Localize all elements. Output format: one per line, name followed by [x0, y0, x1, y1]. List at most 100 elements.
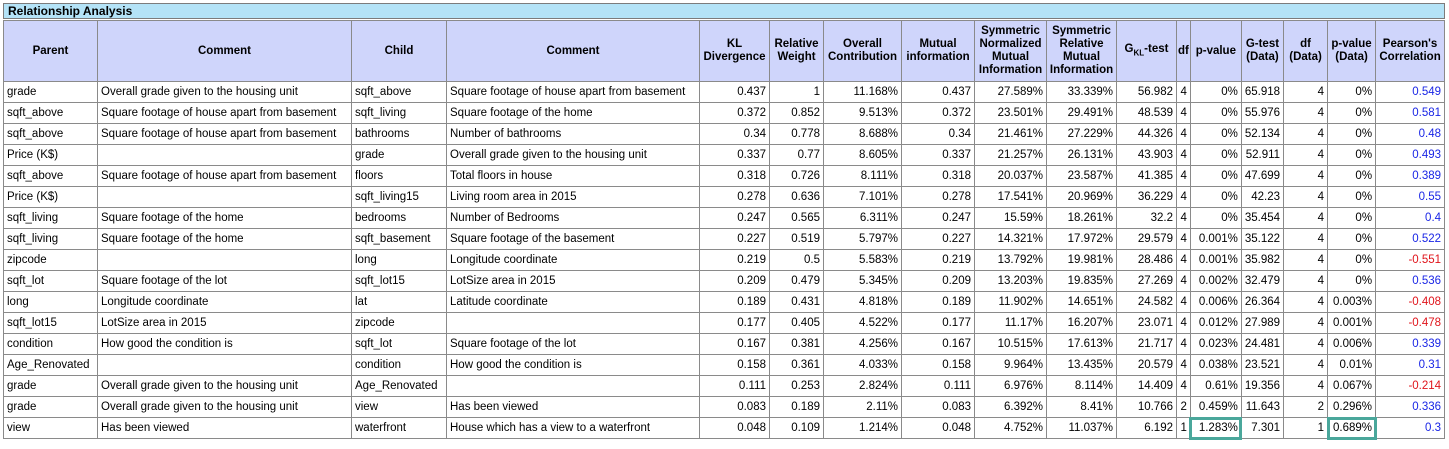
cell-mutual-information[interactable]: 0.372: [901, 102, 975, 124]
cell-gkl-test[interactable]: 36.229: [1116, 186, 1177, 208]
cell-symmetric-normalized-mi[interactable]: 23.501%: [974, 102, 1047, 124]
cell-comment-parent[interactable]: Square footage of house apart from basem…: [97, 102, 352, 124]
cell-df[interactable]: 4: [1176, 123, 1191, 145]
cell-symmetric-normalized-mi[interactable]: 15.59%: [974, 207, 1047, 229]
cell-overall-contribution[interactable]: 4.818%: [823, 291, 902, 313]
cell-df-data[interactable]: 4: [1283, 354, 1329, 376]
cell-comment-child[interactable]: Square footage of the lot: [446, 333, 700, 355]
col-child[interactable]: Child: [351, 20, 447, 82]
cell-comment-child[interactable]: Has been viewed: [446, 396, 700, 418]
table-row[interactable]: sqft_above Square footage of house apart …: [3, 165, 1446, 187]
table-row[interactable]: view Has been viewed waterfront House which…: [3, 416, 1446, 440]
cell-gkl-test[interactable]: 48.539: [1116, 102, 1177, 124]
cell-comment-child[interactable]: Total floors in house: [446, 165, 700, 187]
cell-g-test-data[interactable]: 35.122: [1240, 228, 1285, 250]
cell-parent[interactable]: sqft_above: [3, 123, 98, 145]
cell-p-value-data-highlighted[interactable]: 0.689%: [1326, 416, 1377, 440]
cell-comment-parent[interactable]: Overall grade given to the housing unit: [97, 81, 352, 103]
cell-child[interactable]: bathrooms: [351, 123, 447, 145]
cell-relative-weight[interactable]: 0.519: [769, 228, 824, 250]
cell-gkl-test[interactable]: 23.071: [1116, 312, 1177, 334]
cell-comment-parent[interactable]: [97, 144, 352, 166]
cell-p-value[interactable]: 0.012%: [1189, 312, 1242, 334]
cell-child[interactable]: view: [351, 396, 447, 418]
cell-gkl-test[interactable]: 56.982: [1116, 81, 1177, 103]
cell-symmetric-relative-mi[interactable]: 18.261%: [1046, 207, 1117, 229]
cell-df-data[interactable]: 4: [1283, 270, 1329, 292]
cell-comment-parent[interactable]: [97, 186, 352, 208]
cell-symmetric-normalized-mi[interactable]: 13.203%: [974, 270, 1047, 292]
cell-symmetric-normalized-mi[interactable]: 27.589%: [974, 81, 1047, 103]
cell-symmetric-normalized-mi[interactable]: 9.964%: [974, 354, 1047, 376]
cell-overall-contribution[interactable]: 8.605%: [823, 144, 902, 166]
cell-parent[interactable]: grade: [3, 375, 98, 397]
cell-mutual-information[interactable]: 0.337: [901, 144, 975, 166]
cell-comment-child[interactable]: Latitude coordinate: [446, 291, 700, 313]
cell-child[interactable]: condition: [351, 354, 447, 376]
cell-p-value-data[interactable]: 0%: [1327, 228, 1377, 250]
cell-df-data[interactable]: 4: [1283, 81, 1329, 103]
cell-child[interactable]: bedrooms: [351, 207, 447, 229]
cell-parent[interactable]: Price (K$): [3, 186, 98, 208]
cell-df[interactable]: 4: [1176, 165, 1191, 187]
table-row[interactable]: sqft_above Square footage of house apart …: [3, 102, 1446, 124]
cell-g-test-data[interactable]: 11.643: [1240, 396, 1285, 418]
col-kl-divergence[interactable]: KL Divergence: [699, 20, 770, 82]
cell-pearson-correlation[interactable]: 0.536: [1375, 270, 1446, 292]
cell-parent[interactable]: condition: [3, 333, 98, 355]
cell-df[interactable]: 4: [1176, 81, 1191, 103]
cell-parent[interactable]: Age_Renovated: [3, 354, 98, 376]
cell-parent[interactable]: Price (K$): [3, 144, 98, 166]
cell-mutual-information[interactable]: 0.111: [901, 375, 975, 397]
cell-symmetric-relative-mi[interactable]: 33.339%: [1046, 81, 1117, 103]
cell-comment-child[interactable]: Living room area in 2015: [446, 186, 700, 208]
cell-kl-divergence[interactable]: 0.219: [699, 249, 770, 271]
cell-symmetric-normalized-mi[interactable]: 4.752%: [974, 417, 1047, 439]
cell-g-test-data[interactable]: 35.454: [1240, 207, 1285, 229]
cell-parent[interactable]: sqft_living: [3, 228, 98, 250]
cell-overall-contribution[interactable]: 6.311%: [823, 207, 902, 229]
cell-mutual-information[interactable]: 0.278: [901, 186, 975, 208]
col-symmetric-relative-mi[interactable]: Symmetric Relative Mutual Information: [1046, 20, 1117, 82]
cell-comment-child[interactable]: [446, 375, 700, 397]
cell-kl-divergence[interactable]: 0.227: [699, 228, 770, 250]
cell-pearson-correlation[interactable]: -0.478: [1375, 312, 1446, 334]
cell-p-value-data[interactable]: 0.001%: [1327, 312, 1377, 334]
cell-p-value-data[interactable]: 0.006%: [1327, 333, 1377, 355]
cell-p-value-data[interactable]: 0.003%: [1327, 291, 1377, 313]
cell-comment-parent[interactable]: [97, 249, 352, 271]
cell-relative-weight[interactable]: 0.189: [769, 396, 824, 418]
cell-p-value[interactable]: 0.001%: [1189, 228, 1242, 250]
cell-comment-parent[interactable]: Square footage of the home: [97, 228, 352, 250]
col-df[interactable]: df: [1176, 20, 1191, 82]
cell-mutual-information[interactable]: 0.318: [901, 165, 975, 187]
col-mutual-information[interactable]: Mutual information: [901, 20, 975, 82]
cell-symmetric-normalized-mi[interactable]: 14.321%: [974, 228, 1047, 250]
cell-g-test-data[interactable]: 26.364: [1240, 291, 1285, 313]
cell-symmetric-normalized-mi[interactable]: 10.515%: [974, 333, 1047, 355]
cell-df-data[interactable]: 4: [1283, 312, 1329, 334]
table-row[interactable]: grade Overall grade given to the housing …: [3, 375, 1446, 397]
cell-comment-child[interactable]: Overall grade given to the housing unit: [446, 144, 700, 166]
cell-parent[interactable]: view: [3, 417, 98, 439]
cell-df[interactable]: 4: [1176, 207, 1191, 229]
cell-p-value-data[interactable]: 0%: [1327, 165, 1377, 187]
cell-pearson-correlation[interactable]: 0.522: [1375, 228, 1446, 250]
cell-df-data[interactable]: 2: [1283, 396, 1329, 418]
cell-parent[interactable]: grade: [3, 81, 98, 103]
cell-relative-weight[interactable]: 0.253: [769, 375, 824, 397]
cell-p-value[interactable]: 0.61%: [1189, 375, 1242, 397]
cell-df-data[interactable]: 4: [1283, 249, 1329, 271]
cell-p-value-data[interactable]: 0%: [1327, 123, 1377, 145]
cell-overall-contribution[interactable]: 8.111%: [823, 165, 902, 187]
cell-child[interactable]: grade: [351, 144, 447, 166]
cell-overall-contribution[interactable]: 5.797%: [823, 228, 902, 250]
cell-g-test-data[interactable]: 35.982: [1240, 249, 1285, 271]
cell-p-value-data[interactable]: 0%: [1327, 102, 1377, 124]
cell-g-test-data[interactable]: 7.301: [1240, 417, 1285, 439]
cell-relative-weight[interactable]: 0.109: [769, 417, 824, 439]
cell-gkl-test[interactable]: 14.409: [1116, 375, 1177, 397]
cell-g-test-data[interactable]: 27.989: [1240, 312, 1285, 334]
cell-child[interactable]: sqft_lot15: [351, 270, 447, 292]
cell-overall-contribution[interactable]: 5.583%: [823, 249, 902, 271]
